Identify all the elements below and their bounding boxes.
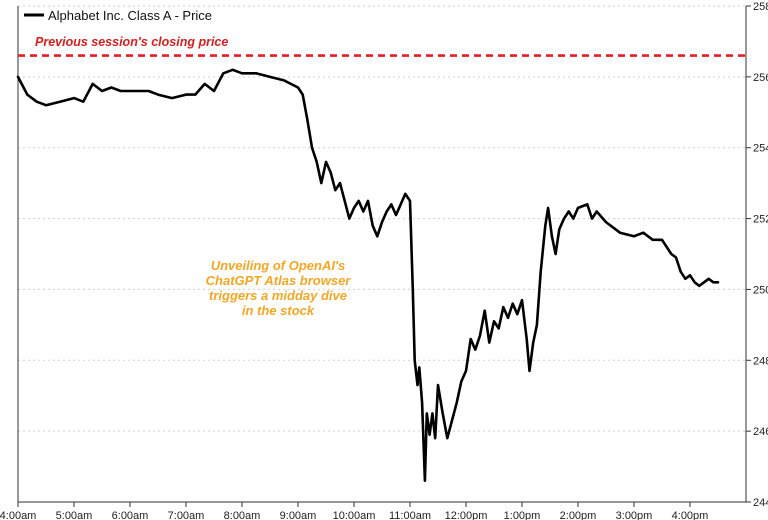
price-series-line	[16, 68, 720, 482]
annotation-line: Unveiling of OpenAI's	[211, 258, 346, 273]
legend-label: Alphabet Inc. Class A - Price	[48, 8, 212, 23]
x-tick-label: 9:00am	[280, 510, 317, 520]
x-tick-label: 5:00am	[56, 510, 93, 520]
y-tick-label: 258	[753, 1, 768, 13]
x-tick-label: 4:00am	[0, 510, 36, 520]
x-tick-label: 10:00am	[333, 510, 376, 520]
previous-close-label: Previous session's closing price	[35, 35, 228, 49]
x-tick-label: 4:00pm	[672, 510, 709, 520]
annotation-line: in the stock	[242, 303, 315, 318]
x-tick-label: 6:00am	[112, 510, 149, 520]
y-tick-label: 244	[753, 497, 768, 509]
y-tick-label: 246	[753, 426, 768, 438]
annotation-line: triggers a midday dive	[209, 288, 347, 303]
x-tick-label: 8:00am	[224, 510, 261, 520]
x-tick-label: 12:00pm	[445, 510, 488, 520]
x-axis-ticks: 4:00am 5:00am 6:00am 7:00am 8:00am 9:00am 10:0…	[0, 502, 708, 520]
gridlines	[18, 5, 746, 503]
x-tick-label: 3:00pm	[616, 510, 653, 520]
y-tick-label: 248	[753, 355, 768, 367]
axes	[17, 6, 747, 503]
legend: Alphabet Inc. Class A - Price	[24, 8, 212, 23]
annotation-line: ChatGPT Atlas browser	[206, 273, 352, 288]
y-tick-label: 250	[753, 284, 768, 296]
x-tick-label: 2:00pm	[560, 510, 597, 520]
y-tick-label: 252	[753, 214, 768, 226]
y-axis-ticks: 244 246 248 250 252 254 256 258	[746, 1, 768, 509]
x-tick-label: 7:00am	[168, 510, 205, 520]
y-tick-label: 256	[753, 72, 768, 84]
x-tick-label: 1:00pm	[504, 510, 541, 520]
y-tick-label: 254	[753, 143, 768, 155]
x-tick-label: 11:00am	[389, 510, 431, 520]
